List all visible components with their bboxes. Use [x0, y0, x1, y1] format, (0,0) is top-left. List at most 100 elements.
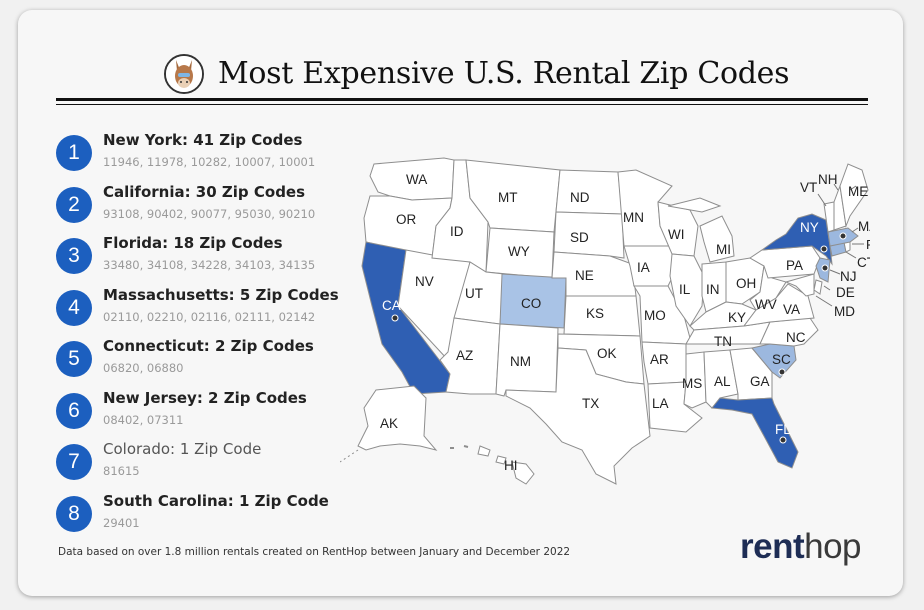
city-dot	[778, 368, 786, 376]
label-mo: MO	[644, 308, 666, 323]
item-title: California: 30 Zip Codes	[103, 182, 306, 201]
header: Most Expensive U.S. Rental Zip Codes	[18, 52, 903, 102]
label-ny: NY	[800, 220, 819, 235]
label-va: VA	[783, 302, 800, 317]
us-map: WA OR CA NV ID MT WY UT CO AZ NM ND SD N…	[340, 146, 870, 486]
label-nm: NM	[510, 354, 531, 369]
city-dot	[821, 264, 829, 272]
label-or: OR	[396, 212, 417, 227]
label-wa: WA	[406, 172, 427, 187]
label-ky: KY	[728, 310, 746, 325]
item-title: Colorado: 1 Zip Code	[103, 440, 262, 458]
rank-badge: 3	[56, 238, 92, 274]
label-ok: OK	[597, 346, 617, 361]
page-title: Most Expensive U.S. Rental Zip Codes	[218, 56, 790, 91]
label-tn: TN	[714, 334, 732, 349]
state-il	[669, 253, 705, 327]
label-nj: NJ	[840, 269, 857, 284]
state-md	[784, 273, 815, 297]
rank-badge: 6	[56, 392, 92, 429]
rank-badge: 7	[56, 444, 92, 480]
label-ks: KS	[586, 306, 604, 321]
infographic-card: Most Expensive U.S. Rental Zip Codes 1 N…	[18, 10, 903, 596]
label-ut: UT	[465, 286, 483, 301]
item-title: Florida: 18 Zip Codes	[103, 234, 283, 252]
list-item: 1 New York: 41 Zip Codes 11946, 11978, 1…	[56, 131, 356, 178]
state-me	[839, 163, 869, 228]
label-de: DE	[836, 285, 855, 300]
item-title: Massachusetts: 5 Zip Codes	[103, 285, 339, 304]
label-wy: WY	[508, 244, 530, 259]
rank-badge: 2	[56, 186, 92, 223]
item-title: New York: 41 Zip Codes	[103, 131, 303, 149]
title-rule-thin	[56, 104, 868, 105]
rank-badge: 4	[56, 289, 92, 326]
city-dot	[820, 245, 828, 253]
label-mt: MT	[498, 190, 518, 205]
state-tx	[505, 347, 651, 485]
list-item: 6 New Jersey: 2 Zip Codes 08402, 07311	[56, 388, 356, 436]
rank-badge: 5	[56, 341, 92, 377]
label-ma: MA	[858, 219, 870, 234]
list-item: 8 South Carolina: 1 Zip Code 29401	[56, 491, 356, 539]
state-ak	[357, 385, 438, 451]
label-nd: ND	[570, 190, 590, 205]
city-dot	[779, 436, 787, 444]
item-zip-codes: 02110, 02210, 02116, 02111, 02142	[103, 309, 316, 324]
label-ri: RI	[866, 237, 870, 252]
label-ak: AK	[380, 416, 398, 431]
brand-part-hop: hop	[804, 527, 862, 566]
item-zip-codes: 29401	[103, 515, 140, 530]
label-mn: MN	[623, 210, 644, 225]
label-nv: NV	[415, 274, 434, 289]
label-tx: TX	[582, 396, 599, 411]
list-item: 4 Massachusetts: 5 Zip Codes 02110, 0221…	[56, 285, 356, 333]
label-md: MD	[834, 304, 855, 319]
label-nh: NH	[818, 172, 838, 187]
donkey-mascot-icon	[164, 54, 204, 94]
label-ct: CT	[857, 255, 870, 270]
label-me: ME	[848, 184, 868, 199]
label-ms: MS	[682, 376, 702, 391]
item-zip-codes: 33480, 34108, 34228, 34103, 34135	[103, 258, 316, 272]
label-ca: CA	[382, 298, 401, 313]
label-id: ID	[450, 224, 464, 239]
rank-badge: 8	[56, 495, 92, 532]
item-zip-codes: 11946, 11978, 10282, 10007, 10001	[103, 155, 316, 169]
label-ne: NE	[575, 268, 594, 283]
label-al: AL	[714, 374, 731, 389]
footnote: Data based on over 1.8 million rentals c…	[58, 546, 571, 558]
rank-badge: 1	[56, 135, 92, 171]
label-vt: VT	[800, 180, 817, 195]
item-zip-codes: 81615	[103, 464, 140, 478]
label-fl: FL	[775, 422, 791, 437]
label-ia: IA	[637, 260, 650, 275]
item-title: New Jersey: 2 Zip Codes	[103, 388, 307, 407]
label-sd: SD	[570, 230, 589, 245]
us-map-svg: WA OR CA NV ID MT WY UT CO AZ NM ND SD N…	[340, 157, 870, 485]
label-hi: HI	[504, 458, 518, 473]
list-item: 2 California: 30 Zip Codes 93108, 90402,…	[56, 182, 356, 230]
item-zip-codes: 93108, 90402, 90077, 95030, 90210	[103, 206, 316, 221]
item-zip-codes: 06820, 06880	[103, 361, 184, 375]
list-item: 7 Colorado: 1 Zip Code 81615	[56, 440, 356, 487]
list-item: 5 Connecticut: 2 Zip Codes 06820, 06880	[56, 337, 356, 384]
label-mi: MI	[716, 242, 731, 257]
brand-part-rent: rent	[740, 527, 805, 566]
title-rule-thick	[56, 98, 868, 101]
state-de	[813, 279, 823, 295]
label-ar: AR	[650, 352, 669, 367]
label-co: CO	[521, 296, 541, 311]
label-ga: GA	[750, 374, 770, 389]
label-la: LA	[652, 396, 669, 411]
state-hi	[477, 445, 535, 485]
label-wi: WI	[668, 227, 685, 242]
item-title: South Carolina: 1 Zip Code	[103, 491, 329, 510]
label-sc: SC	[772, 352, 791, 367]
state-mi	[667, 197, 735, 263]
item-zip-codes: 08402, 07311	[103, 412, 184, 427]
city-dot	[391, 314, 399, 322]
state-fl	[711, 397, 799, 469]
renthop-logo: renthop	[740, 527, 862, 567]
city-dot	[839, 232, 847, 240]
